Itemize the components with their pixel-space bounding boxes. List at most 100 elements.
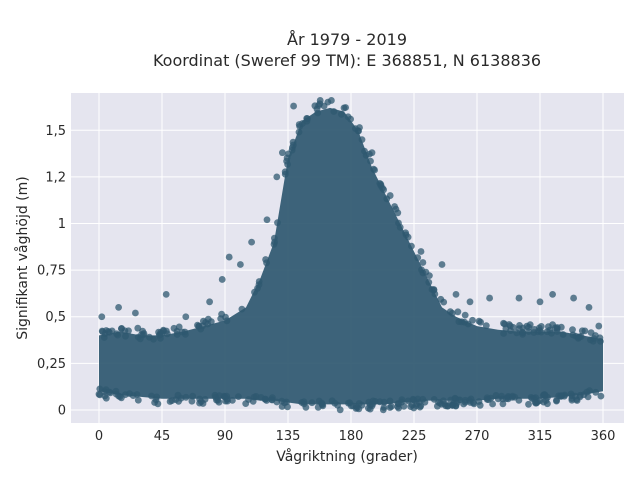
scatter-point [289,138,297,146]
scatter-point [464,320,472,328]
scatter-point [386,404,394,411]
scatter-point [533,399,541,407]
scatter-point [590,335,598,342]
scatter-point [102,386,110,394]
scatter-point [409,395,417,403]
scatter-point [577,333,585,340]
scatter-point [553,324,561,331]
scatter-point [502,395,510,403]
scatter-point [204,315,212,323]
scatter-point [281,170,289,178]
x-tick-label: 225 [402,429,427,444]
scatter-point [358,136,366,144]
scatter-point [189,392,197,400]
scatter-point [347,115,354,123]
x-tick-label: 315 [528,429,553,444]
scatter-point [447,396,454,404]
y-tick-label: 0,25 [37,357,66,372]
scatter-point [281,399,288,407]
scatter-point [182,331,189,338]
y-tick-label: 1 [58,217,66,232]
scatter-point [448,401,456,409]
scatter-point [519,330,526,338]
scatter-point [199,322,207,330]
scatter-point [105,328,112,335]
scatter-point [482,322,490,329]
scatter-point [102,394,110,402]
scatter-point [225,253,233,261]
scatter-point [279,149,286,157]
scatter-point [505,321,513,328]
scatter-point [500,319,507,327]
scatter-point [585,304,593,311]
x-tick-label: 270 [465,429,490,444]
scatter-point [595,322,603,330]
scatter-point [515,294,523,302]
scatter-point [182,313,190,321]
x-tick-label: 360 [591,429,616,444]
dense-point-cloud [99,107,603,405]
scatter-point [380,186,387,194]
scatter-point [369,397,377,405]
data-points [95,97,605,414]
scatter-point [283,154,291,162]
scatter-point [152,396,160,404]
scatter-point [531,326,538,333]
scatter-point [334,401,341,409]
scatter-point [515,397,523,404]
scatter-point [367,157,374,165]
scatter-point [417,402,425,410]
scatter-point [288,146,296,154]
scatter-point [257,394,265,401]
scatter-point [500,330,507,337]
scatter-point [132,309,139,317]
scatter-point [402,229,409,237]
scatter-point [536,327,543,334]
scatter-point [592,388,600,396]
scatter-point [376,180,384,187]
scatter-point [217,315,225,323]
scatter-point [218,276,226,283]
scatter-point [340,104,348,112]
scatter-point [408,242,415,250]
scatter-point [300,398,308,406]
scatter-point [419,259,427,266]
scatter-point [371,166,378,174]
scatter-point [98,313,106,321]
scatter-point [356,124,363,131]
scatter-point [526,321,534,328]
scatter-point [425,278,433,286]
y-tick-label: 0 [58,403,66,418]
x-axis-label: Vågriktning (grader) [276,448,418,465]
scatter-point [134,396,142,404]
scatter-point [206,298,214,306]
x-tick-label: 0 [95,429,103,444]
chart-title-line-2: Koordinat (Sweref 99 TM): E 368851, N 61… [153,51,541,70]
scatter-point [476,401,484,409]
scatter-point [438,261,446,268]
scatter-point [484,396,492,404]
scatter-point [458,318,466,326]
scatter-point [146,333,153,341]
y-tick-label: 1,2 [45,170,66,185]
scatter-point [121,327,129,335]
y-axis-label: Signifikant våghöjd (m) [14,176,31,339]
scatter-point [237,261,244,268]
x-tick-label: 45 [154,429,171,444]
scatter-point [174,391,182,399]
scatter-point [353,404,361,411]
scatter-point [386,192,394,199]
scatter-point [274,219,281,227]
scatter-point [559,331,567,338]
scatter-point [242,400,250,407]
scatter-point [597,392,605,400]
scatter-point [536,298,544,306]
scatter-point [113,330,120,338]
scatter-point [570,294,577,302]
scatter-point [175,323,183,331]
scatter-point [525,400,532,408]
scatter-point [581,327,589,335]
scatter-point [116,393,124,401]
scatter-point [162,290,170,298]
